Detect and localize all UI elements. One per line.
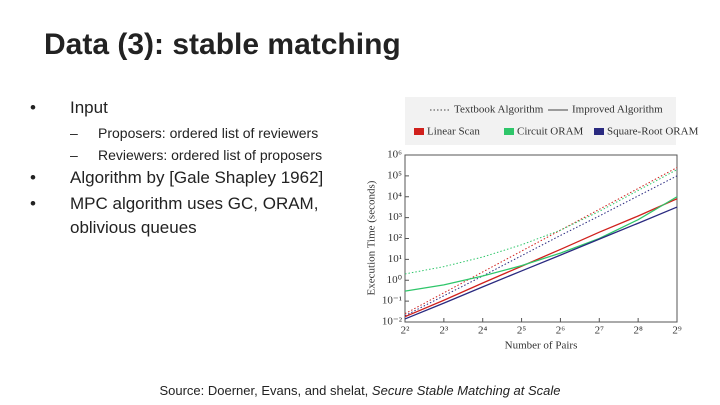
bullet-list: InputProposers: ordered list of reviewer… bbox=[30, 96, 360, 242]
x-tick-label: 2³ bbox=[439, 325, 449, 337]
legend-color-swatch bbox=[414, 128, 424, 135]
sub-bullet: Reviewers: ordered list of proposers bbox=[30, 144, 360, 166]
y-tick-label: 10⁴ bbox=[387, 190, 402, 202]
legend-color-swatch bbox=[594, 128, 604, 135]
legend-color-swatch bbox=[504, 128, 514, 135]
y-tick-label: 10⁰ bbox=[387, 274, 403, 286]
legend-box bbox=[405, 97, 676, 145]
bullet: Algorithm by [Gale Shapley 1962] bbox=[30, 166, 360, 190]
y-tick-label: 10⁵ bbox=[387, 169, 402, 181]
slide-title: Data (3): stable matching bbox=[44, 28, 401, 61]
x-tick-label: 2⁹ bbox=[672, 325, 682, 337]
x-tick-label: 2² bbox=[401, 325, 411, 337]
legend-label: Square-Root ORAM bbox=[607, 126, 699, 138]
legend-label: Textbook Algorithm bbox=[454, 104, 544, 116]
bullet: MPC algorithm uses GC, ORAM, oblivious q… bbox=[30, 192, 360, 240]
plot-frame bbox=[404, 154, 678, 323]
series-line bbox=[404, 175, 678, 317]
source-title: Secure Stable Matching at Scale bbox=[371, 383, 561, 398]
x-tick-label: 2⁷ bbox=[595, 325, 605, 337]
series-line bbox=[404, 169, 678, 275]
y-tick-label: 10² bbox=[388, 232, 403, 244]
x-axis-label: Number of Pairs bbox=[505, 340, 578, 352]
y-tick-label: 10¹ bbox=[388, 253, 402, 265]
y-axis-label: Execution Time (seconds) bbox=[366, 180, 378, 295]
sub-bullet: Proposers: ordered list of reviewers bbox=[30, 122, 360, 144]
legend-label: Circuit ORAM bbox=[517, 126, 584, 138]
x-tick-label: 2⁴ bbox=[478, 325, 488, 337]
series-line bbox=[404, 206, 678, 320]
legend-label: Linear Scan bbox=[427, 126, 480, 138]
legend-label: Improved Algorithm bbox=[572, 104, 663, 116]
x-tick-label: 2⁶ bbox=[556, 325, 566, 337]
y-tick-label: 10⁻¹ bbox=[382, 295, 402, 307]
series-line bbox=[404, 196, 678, 292]
bullet: Input bbox=[30, 96, 360, 120]
x-tick-label: 2⁸ bbox=[633, 325, 643, 337]
x-tick-label: 2⁵ bbox=[517, 325, 527, 337]
y-tick-label: 10⁻² bbox=[382, 316, 403, 328]
source-text: Source: Doerner, Evans, and shelat, bbox=[159, 383, 372, 398]
y-tick-label: 10³ bbox=[388, 211, 403, 223]
y-tick-label: 10⁶ bbox=[387, 149, 402, 161]
series-line bbox=[404, 198, 678, 318]
source: Source: Doerner, Evans, and shelat, Secu… bbox=[0, 383, 720, 398]
series-line bbox=[404, 167, 678, 315]
